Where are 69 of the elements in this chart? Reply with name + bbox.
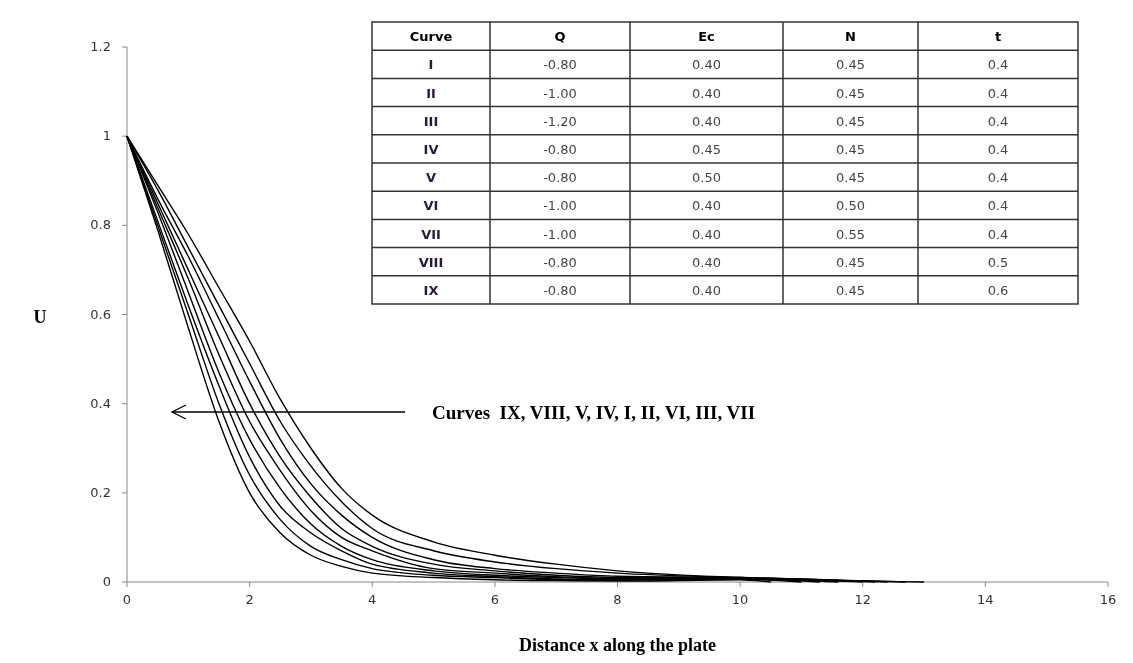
text: -1.00 xyxy=(543,198,577,214)
category-label: IX xyxy=(423,282,439,298)
x-tick-label: 10 xyxy=(731,592,749,607)
y-tick-label: 0.8 xyxy=(90,217,111,233)
text: 0.40 xyxy=(692,57,721,73)
y-tick-label: 0.2 xyxy=(90,484,111,500)
text: 0.45 xyxy=(836,282,865,298)
category-label: III xyxy=(423,113,439,129)
text: 0.4 xyxy=(987,85,1009,101)
text: 0.45 xyxy=(836,254,865,270)
text: -0.80 xyxy=(543,254,577,270)
category-label: I xyxy=(428,57,434,73)
text: 0.4 xyxy=(987,57,1009,73)
text: 0.40 xyxy=(692,198,721,214)
category-label: Q xyxy=(554,29,566,45)
category-label: Ec xyxy=(698,29,715,45)
annotation: Curves IX, VIII, V, IV, I, II, VI, III, VII xyxy=(432,402,756,423)
text: 0.45 xyxy=(836,141,865,157)
text: Curve xyxy=(409,29,453,45)
text: 0.55 xyxy=(836,226,865,242)
x-tick-label: 14 xyxy=(977,592,994,607)
text: -1.00 xyxy=(543,85,577,101)
text: 0.4 xyxy=(987,226,1009,242)
text: 0.40 xyxy=(692,85,721,101)
text: 0.6 xyxy=(987,282,1009,298)
category-label: VII xyxy=(421,226,441,242)
category-label: VIII xyxy=(418,254,444,270)
text: -0.80 xyxy=(543,57,577,73)
y-axis-title: U xyxy=(33,306,47,327)
y-tick-label: 1 xyxy=(102,128,111,144)
category-label: t xyxy=(994,29,1002,45)
text: -0.80 xyxy=(543,170,577,186)
text: 0.50 xyxy=(692,170,721,186)
x-axis-title: Distance x along the plate xyxy=(519,635,716,655)
text: 0.45 xyxy=(836,85,865,101)
text: 0.4 xyxy=(987,170,1009,186)
category-label: II xyxy=(426,85,436,101)
y-tick-label: 1.2 xyxy=(90,39,111,54)
x-tick-label: 0 xyxy=(122,592,132,607)
text: 0.40 xyxy=(692,113,721,129)
text: 0.40 xyxy=(692,254,721,270)
text: 0.45 xyxy=(836,57,865,73)
x-tick-label: 6 xyxy=(490,592,500,607)
category-label: IV xyxy=(423,141,439,157)
text: 0.4 xyxy=(987,198,1009,214)
y-tick-label: 0 xyxy=(102,574,111,589)
x-tick-label: 4 xyxy=(368,592,377,607)
y-tick-label: 0.4 xyxy=(90,395,111,411)
category-label: V xyxy=(425,170,437,186)
x-tick-label: 8 xyxy=(613,592,622,607)
text: -1.20 xyxy=(543,113,577,129)
x-tick-label: 12 xyxy=(854,592,872,607)
category-label: N xyxy=(845,29,856,45)
category-label: VI xyxy=(423,198,439,214)
text: 0.5 xyxy=(987,254,1009,270)
text: 0.45 xyxy=(692,141,721,157)
text: -0.80 xyxy=(543,282,577,298)
text: -1.00 xyxy=(543,226,577,242)
text: 0.40 xyxy=(692,226,721,242)
text: 0.4 xyxy=(987,113,1009,129)
x-tick-label: 16 xyxy=(1099,592,1117,607)
text: 0.45 xyxy=(836,170,865,186)
text: 0.40 xyxy=(692,282,721,298)
x-tick-label: 2 xyxy=(245,592,254,607)
text: -0.80 xyxy=(543,141,577,157)
text: 0.4 xyxy=(987,141,1009,157)
text: 0.50 xyxy=(836,198,865,214)
text: 0.45 xyxy=(836,113,865,129)
y-tick-label: 0.6 xyxy=(90,306,111,322)
